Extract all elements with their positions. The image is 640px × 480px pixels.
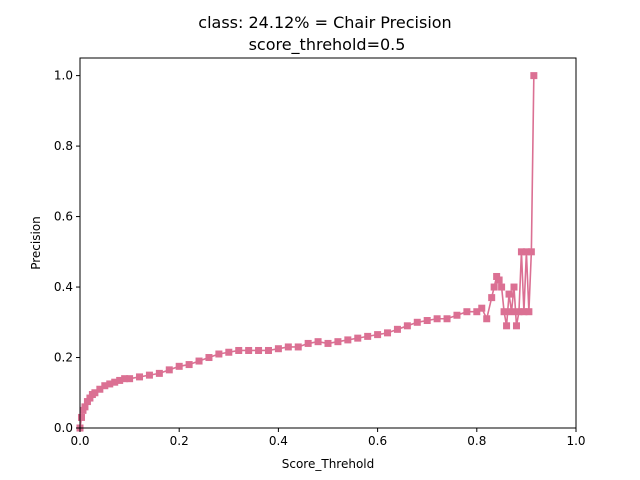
data-point <box>77 413 85 421</box>
data-point <box>517 248 525 256</box>
data-point <box>121 375 129 383</box>
data-point <box>433 315 441 323</box>
data-point <box>478 304 486 312</box>
x-axis-label: Score_Threhold <box>282 457 375 471</box>
data-point <box>503 322 511 330</box>
x-tick-label: 0.4 <box>269 434 288 448</box>
data-point <box>525 308 533 316</box>
y-tick-label: 0.8 <box>54 139 73 153</box>
data-point <box>185 361 193 369</box>
data-point <box>205 354 213 362</box>
data-point <box>294 343 302 351</box>
data-point <box>493 272 501 280</box>
data-point <box>512 322 520 330</box>
data-point <box>334 338 342 346</box>
data-point <box>527 248 535 256</box>
data-layer <box>76 72 538 432</box>
data-point <box>393 325 401 333</box>
data-point <box>423 317 431 325</box>
data-point <box>500 308 508 316</box>
data-point <box>403 322 411 330</box>
data-point <box>175 362 183 370</box>
data-point <box>324 339 332 347</box>
y-tick-label: 0.4 <box>54 280 73 294</box>
data-point <box>495 276 503 284</box>
chart-subtitle: score_threhold=0.5 <box>249 35 406 55</box>
chart-title: class: 24.12% = Chair Precision <box>198 13 451 32</box>
data-point <box>530 72 538 80</box>
data-point <box>453 311 461 319</box>
y-tick-label: 0.6 <box>54 210 73 224</box>
data-point <box>314 338 322 346</box>
data-point <box>364 332 372 340</box>
data-point <box>86 394 94 402</box>
data-point <box>508 308 516 316</box>
data-point <box>515 308 523 316</box>
x-tick-label: 1.0 <box>566 434 585 448</box>
data-point <box>83 398 91 406</box>
data-point <box>255 346 263 354</box>
data-point <box>155 369 163 377</box>
data-point <box>344 336 352 344</box>
data-point <box>463 308 471 316</box>
data-point <box>522 248 530 256</box>
data-point <box>126 375 134 383</box>
data-point <box>81 403 89 411</box>
y-tick-label: 1.0 <box>54 69 73 83</box>
data-point <box>413 318 421 326</box>
data-point <box>473 308 481 316</box>
x-tick-label: 0.2 <box>170 434 189 448</box>
x-axis-ticks: 0.0 0.2 0.4 0.6 0.8 1.0 <box>70 428 586 448</box>
data-point <box>505 290 513 298</box>
data-point <box>106 380 114 388</box>
data-point <box>384 329 392 337</box>
data-point <box>96 385 104 393</box>
data-point <box>195 357 203 365</box>
data-point <box>235 346 243 354</box>
data-point <box>165 366 173 374</box>
y-axis-label: Precision <box>29 216 43 270</box>
data-point <box>245 346 253 354</box>
x-tick-label: 0.8 <box>467 434 486 448</box>
data-point <box>264 346 272 354</box>
data-point <box>284 343 292 351</box>
x-tick-label: 0.6 <box>368 434 387 448</box>
data-point <box>116 376 124 384</box>
data-point <box>274 345 282 353</box>
data-point <box>79 406 87 414</box>
plot-area <box>80 58 576 428</box>
y-axis-ticks: 0.0 0.2 0.4 0.6 0.8 1.0 <box>54 69 80 435</box>
y-tick-label: 0.0 <box>54 421 73 435</box>
data-point <box>91 389 99 397</box>
data-point <box>374 331 382 339</box>
axes-frame <box>79 57 577 429</box>
y-tick-label: 0.2 <box>54 351 73 365</box>
data-point <box>136 373 144 381</box>
data-point <box>215 350 223 358</box>
data-point <box>520 308 528 316</box>
data-point <box>498 283 506 291</box>
data-point <box>145 371 153 379</box>
data-point <box>488 294 496 302</box>
data-point <box>111 378 119 386</box>
data-point <box>510 283 518 291</box>
data-point <box>490 283 498 291</box>
x-tick-label: 0.0 <box>70 434 89 448</box>
data-point <box>101 382 109 390</box>
data-point <box>443 315 451 323</box>
data-point <box>483 315 491 323</box>
data-point <box>225 348 233 356</box>
data-point <box>354 334 362 342</box>
data-point <box>304 339 312 347</box>
